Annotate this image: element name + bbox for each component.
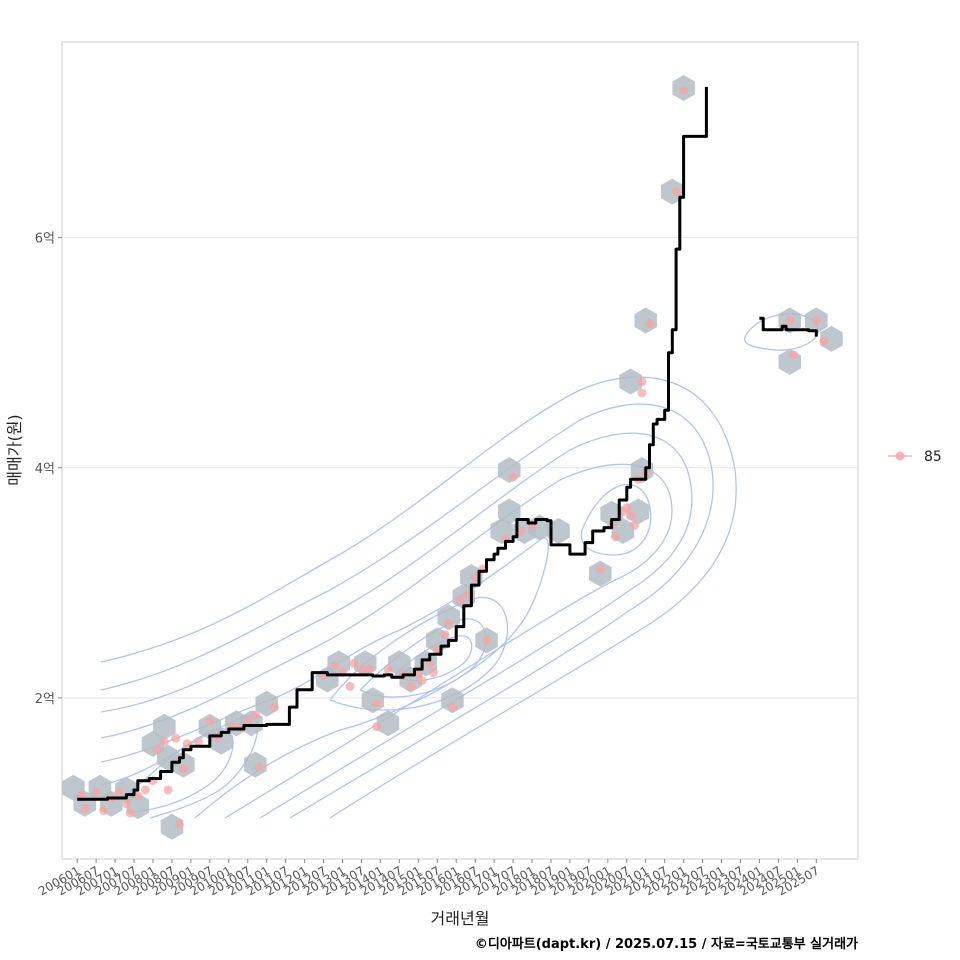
data-point xyxy=(811,315,821,325)
contour-line xyxy=(100,432,693,819)
x-axis-title: 거래년월 xyxy=(431,909,490,928)
data-point xyxy=(610,532,620,542)
data-point xyxy=(121,799,131,809)
price-trend-line-recent xyxy=(759,316,818,337)
y-axis: 2억 4억 6억 xyxy=(35,232,62,707)
data-point xyxy=(417,676,427,686)
hexbin-cell xyxy=(619,368,642,395)
data-point xyxy=(356,664,366,674)
data-point xyxy=(269,702,279,712)
data-point xyxy=(595,564,605,574)
data-point xyxy=(637,388,647,398)
data-point xyxy=(463,589,473,599)
data-point xyxy=(114,787,124,797)
data-point xyxy=(482,635,492,645)
data-point xyxy=(508,472,518,482)
data-point xyxy=(444,618,454,628)
legend-key-point xyxy=(895,451,905,461)
data-point xyxy=(789,350,799,360)
data-point xyxy=(243,716,253,726)
hexbin-cell xyxy=(498,498,521,525)
hexbin-cell xyxy=(172,751,195,778)
hexbin-cell xyxy=(528,514,551,541)
data-point xyxy=(622,503,632,513)
data-point xyxy=(383,664,393,674)
data-point xyxy=(99,806,109,816)
contour-line xyxy=(744,313,819,351)
panel-border xyxy=(61,41,859,860)
data-point xyxy=(133,791,143,801)
hexbin-layer xyxy=(62,75,843,840)
data-point xyxy=(645,319,655,329)
data-point xyxy=(406,681,416,691)
hexbin-cell xyxy=(820,325,843,352)
data-point xyxy=(330,661,340,671)
data-point xyxy=(372,699,382,709)
data-point xyxy=(440,630,450,640)
contour-line xyxy=(580,483,652,556)
hexbin-cell xyxy=(589,560,612,587)
data-point xyxy=(455,595,465,605)
data-point xyxy=(679,85,689,95)
data-point xyxy=(91,787,101,797)
contour-line xyxy=(100,376,737,819)
price-trend-line xyxy=(77,86,708,801)
y-tick-label: 6억 xyxy=(35,232,55,247)
data-point xyxy=(182,739,192,749)
x-axis: 2006012006072007012007072008012008072009… xyxy=(36,859,822,899)
data-point xyxy=(629,520,639,530)
data-point xyxy=(447,702,457,712)
hexbin-cell xyxy=(153,713,176,740)
y-axis-title: 매매가(원) xyxy=(5,414,24,485)
data-point xyxy=(152,745,162,755)
data-point xyxy=(175,819,185,829)
hexbin-cell xyxy=(376,710,400,737)
contour-line xyxy=(329,597,509,711)
data-point xyxy=(171,733,181,743)
data-point xyxy=(364,664,374,674)
data-point xyxy=(671,187,681,197)
data-point xyxy=(140,785,150,795)
y-tick-label: 2억 xyxy=(35,692,55,707)
data-point xyxy=(345,681,355,691)
hexbin-cell xyxy=(437,604,460,631)
data-point xyxy=(428,668,438,678)
data-point xyxy=(125,808,135,818)
data-point xyxy=(349,658,359,668)
data-point xyxy=(626,511,636,521)
legend: 85 xyxy=(888,449,942,465)
median-price-line xyxy=(77,86,818,801)
data-point xyxy=(178,764,188,774)
data-point xyxy=(372,722,382,732)
legend-entry: 85 xyxy=(924,449,942,465)
data-point xyxy=(819,336,829,346)
data-point xyxy=(159,737,169,747)
hexbin-cell xyxy=(441,687,464,714)
data-point xyxy=(193,737,203,747)
hexbin-cell xyxy=(547,518,570,544)
contour-line xyxy=(100,403,714,819)
data-point xyxy=(250,710,260,720)
hexbin-cell xyxy=(160,813,184,840)
data-point xyxy=(205,716,215,726)
data-point xyxy=(637,376,647,386)
y-tick-label: 4억 xyxy=(35,462,55,477)
data-point xyxy=(470,572,480,582)
data-point xyxy=(163,785,173,795)
data-point xyxy=(80,803,90,813)
data-point xyxy=(785,315,795,325)
data-point xyxy=(254,762,264,772)
source-caption: ©디아파트(dapt.kr) / 2025.07.15 / 자료=국토교통부 실… xyxy=(474,937,858,952)
